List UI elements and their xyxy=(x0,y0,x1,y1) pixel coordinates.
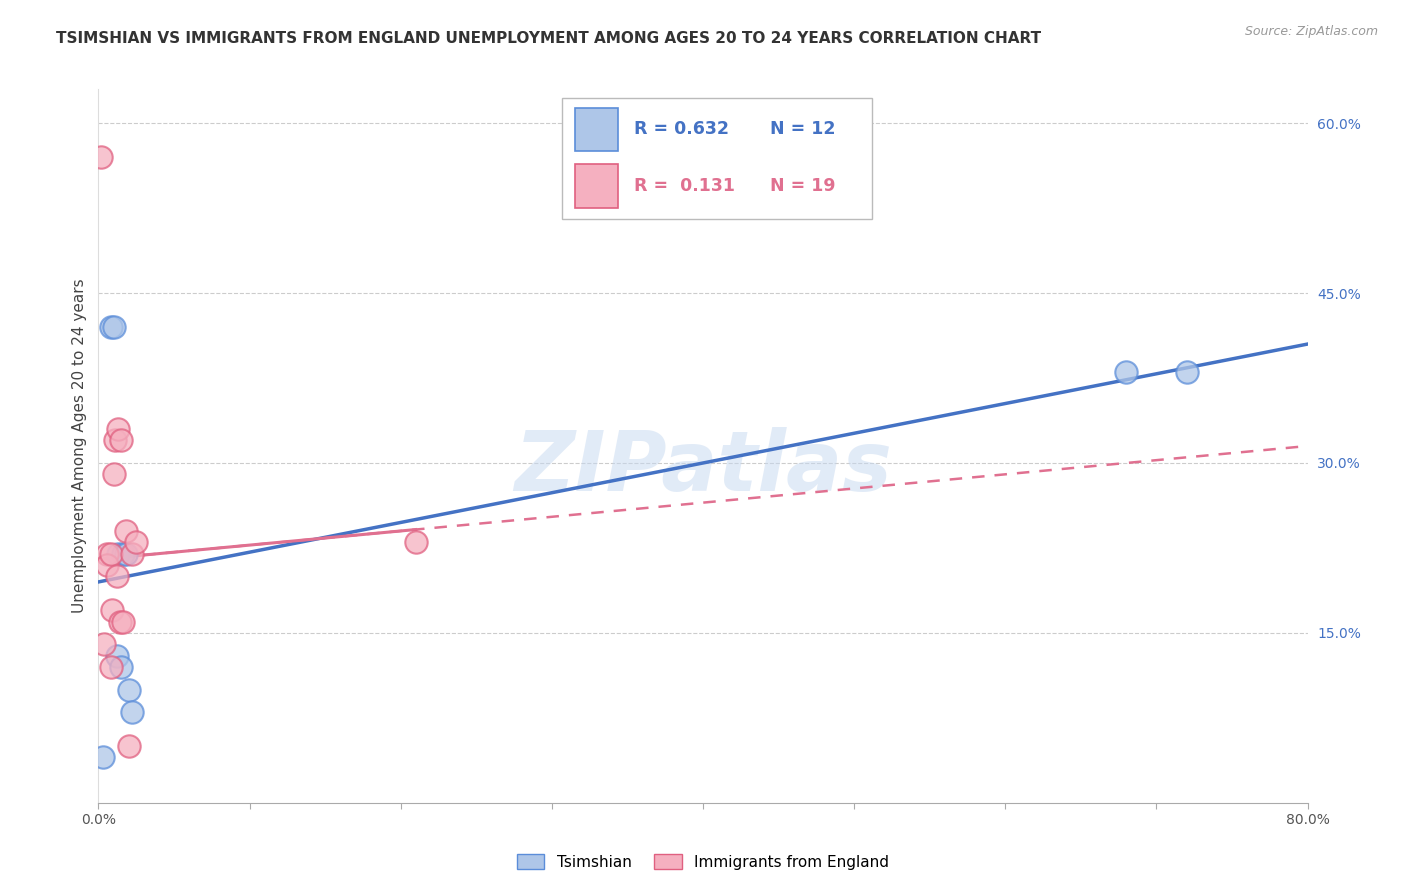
Point xyxy=(118,682,141,697)
Point xyxy=(121,705,143,719)
Point xyxy=(405,535,427,549)
Y-axis label: Unemployment Among Ages 20 to 24 years: Unemployment Among Ages 20 to 24 years xyxy=(72,278,87,614)
Point xyxy=(104,434,127,448)
Point xyxy=(96,558,118,572)
Point xyxy=(1115,365,1137,379)
Text: N = 19: N = 19 xyxy=(769,177,835,195)
Legend: Tsimshian, Immigrants from England: Tsimshian, Immigrants from England xyxy=(509,846,897,877)
Point xyxy=(105,648,128,663)
Text: TSIMSHIAN VS IMMIGRANTS FROM ENGLAND UNEMPLOYMENT AMONG AGES 20 TO 24 YEARS CORR: TSIMSHIAN VS IMMIGRANTS FROM ENGLAND UNE… xyxy=(56,31,1042,46)
Point xyxy=(125,535,148,549)
Point xyxy=(96,547,118,561)
Text: N = 12: N = 12 xyxy=(769,120,835,138)
Point xyxy=(91,750,114,764)
Point xyxy=(103,320,125,334)
Text: ZIPatlas: ZIPatlas xyxy=(515,427,891,508)
Point xyxy=(110,434,132,448)
Point xyxy=(101,603,124,617)
Point xyxy=(110,660,132,674)
Point xyxy=(111,547,134,561)
Point xyxy=(100,547,122,561)
Point xyxy=(100,660,122,674)
Point xyxy=(121,547,143,561)
Point xyxy=(100,320,122,334)
Point xyxy=(93,637,115,651)
FancyBboxPatch shape xyxy=(575,108,619,151)
Point xyxy=(114,524,136,538)
Point xyxy=(118,739,141,754)
Point xyxy=(107,422,129,436)
Point xyxy=(105,569,128,583)
Point xyxy=(111,615,134,629)
Text: R =  0.131: R = 0.131 xyxy=(634,177,734,195)
Point xyxy=(107,547,129,561)
Text: Source: ZipAtlas.com: Source: ZipAtlas.com xyxy=(1244,25,1378,38)
Point xyxy=(108,615,131,629)
Point xyxy=(103,467,125,482)
Text: R = 0.632: R = 0.632 xyxy=(634,120,728,138)
FancyBboxPatch shape xyxy=(575,164,619,208)
Point xyxy=(90,150,112,164)
Point xyxy=(1175,365,1198,379)
FancyBboxPatch shape xyxy=(562,98,872,219)
Point xyxy=(114,547,136,561)
